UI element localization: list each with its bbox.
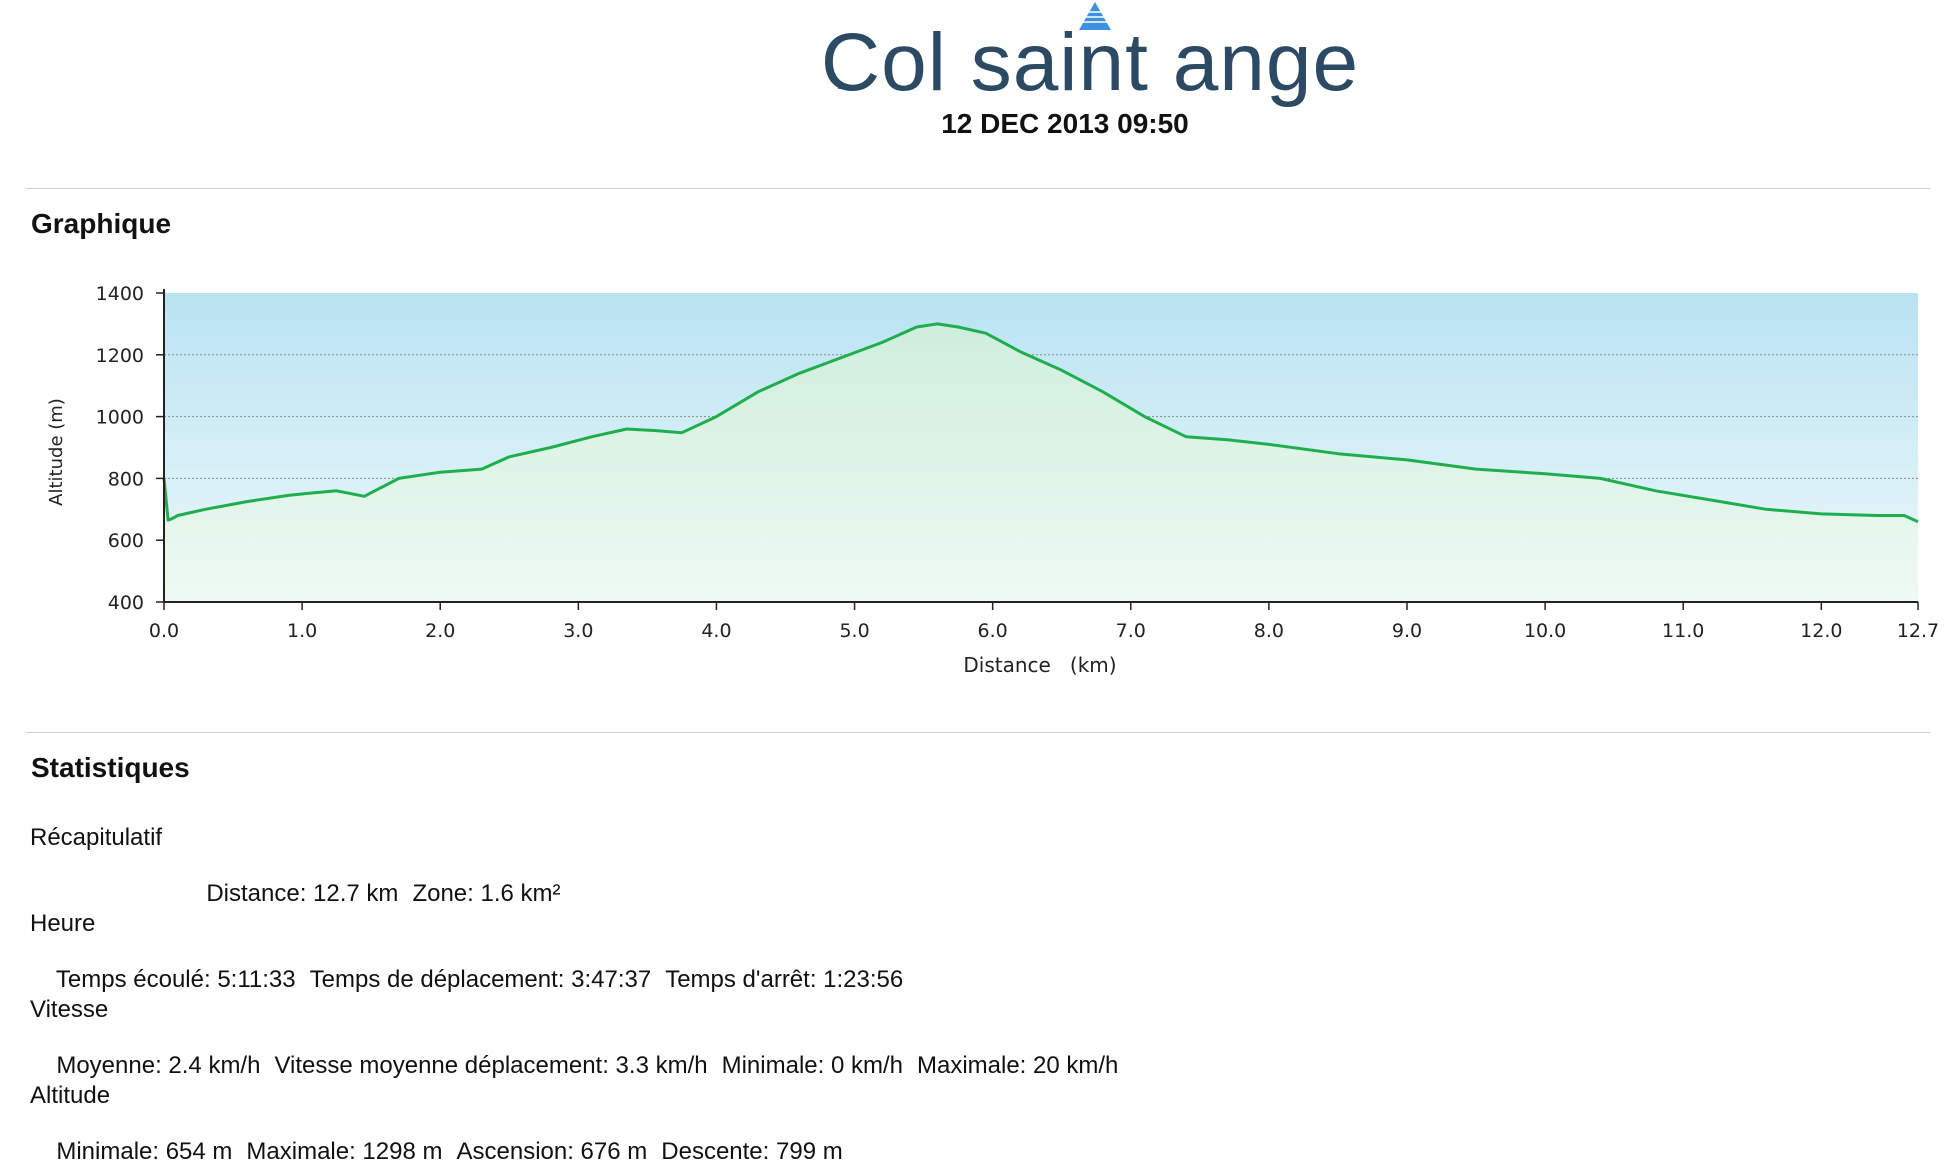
chart-xlabel: Distance (km) bbox=[963, 653, 1116, 677]
stat-line-speed: Moyenne: 2.4 km/h Vitesse moyenne déplace… bbox=[43, 1024, 1132, 1080]
stat-moving-time: Temps de déplacement: 3:47:37 bbox=[309, 966, 652, 993]
stat-line-time: Temps écoulé: 5:11:33 Temps de déplacemen… bbox=[43, 938, 917, 994]
y-tick-label: 400 bbox=[108, 592, 144, 614]
y-tick-label: 1200 bbox=[96, 345, 144, 367]
stat-ascent: Ascension: 676 m bbox=[456, 1138, 648, 1165]
x-tick-label: 2.0 bbox=[425, 620, 455, 642]
stat-zone: Zone: 1.6 km² bbox=[412, 880, 561, 907]
graph-section-title: Graphique bbox=[31, 208, 172, 239]
peak-marker-icon bbox=[1079, 2, 1111, 30]
stat-max-altitude: Maximale: 1298 m bbox=[246, 1138, 443, 1165]
y-tick-label: 1400 bbox=[96, 283, 144, 305]
elevation-chart: 0.0 1.0 2.0 3.0 4.0 5.0 6.0 7.0 8.0 9.0 10.0 11.0 12… bbox=[46, 283, 1939, 677]
x-tick-label: 6.0 bbox=[978, 620, 1008, 642]
x-tick-label: 11.0 bbox=[1662, 620, 1704, 642]
stat-min-altitude: Minimale: 654 m bbox=[56, 1138, 233, 1165]
x-tick-label: 12.7 bbox=[1897, 620, 1939, 642]
x-tick-label: 10.0 bbox=[1524, 620, 1566, 642]
y-tick-label: 1000 bbox=[96, 407, 144, 429]
y-tick-label: 600 bbox=[108, 530, 144, 552]
stat-line-altitude: Minimale: 654 m Maximale: 1298 m Ascension… bbox=[43, 1110, 857, 1166]
y-tick-label: 800 bbox=[108, 468, 144, 490]
graph-divider bbox=[26, 732, 1930, 733]
x-tick-label: 4.0 bbox=[701, 620, 731, 642]
x-tick-label: 1.0 bbox=[287, 620, 317, 642]
x-tick-label: 3.0 bbox=[563, 620, 593, 642]
x-tick-label: 9.0 bbox=[1392, 620, 1422, 642]
stat-group-label-time: Heure bbox=[30, 910, 96, 937]
stat-distance: Distance: 12.7 km bbox=[206, 880, 399, 907]
stat-group-label-altitude: Altitude bbox=[30, 1082, 111, 1109]
stat-avg-moving-speed: Vitesse moyenne déplacement: 3.3 km/h bbox=[274, 1052, 708, 1079]
stat-min-speed: Minimale: 0 km/h bbox=[721, 1052, 903, 1079]
elevation-area bbox=[164, 323, 1918, 602]
x-tick-label: 8.0 bbox=[1254, 620, 1284, 642]
stats-section-title: Statistiques bbox=[31, 752, 190, 783]
chart-ylabel: Altitude (m) bbox=[46, 398, 67, 506]
stat-max-speed: Maximale: 20 km/h bbox=[916, 1052, 1119, 1079]
x-tick-label: 12.0 bbox=[1800, 620, 1842, 642]
header-divider bbox=[26, 188, 1930, 189]
stat-elapsed-time: Temps écoulé: 5:11:33 bbox=[55, 966, 296, 993]
x-tick-label: 0.0 bbox=[149, 620, 179, 642]
x-tick-label: 7.0 bbox=[1116, 620, 1146, 642]
stat-stopped-time: Temps d'arrêt: 1:23:56 bbox=[665, 966, 904, 993]
page-date: 12 DEC 2013 09:50 bbox=[941, 108, 1189, 139]
elevation-line bbox=[162, 322, 1919, 524]
page-title: Col saint ange bbox=[820, 17, 1360, 108]
x-tick-label: 5.0 bbox=[839, 620, 869, 642]
title-mark bbox=[838, 86, 846, 89]
stat-group-label-speed: Vitesse bbox=[30, 996, 109, 1023]
stat-descent: Descente: 799 m bbox=[661, 1138, 843, 1165]
stat-line-summary: Distance: 12.7 km Zone: 1.6 km² bbox=[193, 852, 575, 908]
stat-group-label-summary: Récapitulatif bbox=[30, 824, 163, 851]
stat-avg-speed: Moyenne: 2.4 km/h bbox=[56, 1052, 261, 1079]
